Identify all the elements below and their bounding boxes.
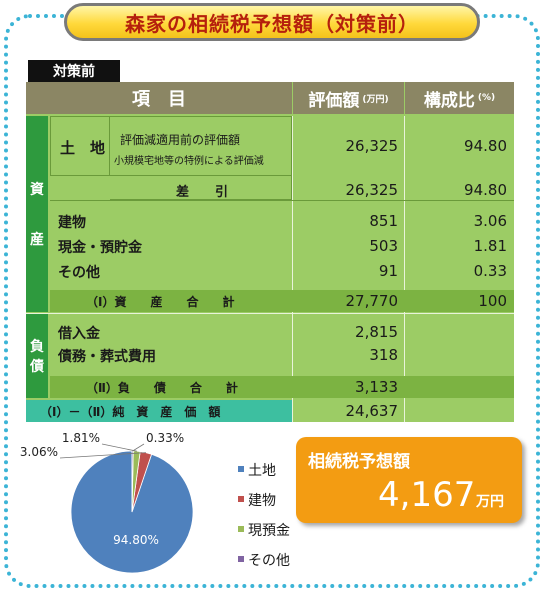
asset-row-label-other: その他 [58,265,100,281]
section-tag: 対策前 [28,60,120,82]
asset-total-row [50,290,514,312]
land-label-cell [50,116,110,176]
header-item-label: 項 目 [132,89,186,110]
land-diff-value: 26,325 [345,181,399,199]
header-ratio-unit: (%) [477,93,496,103]
legend-label-land: 土地 [248,463,276,479]
asset-row-ratio-building: 3.06 [473,212,507,230]
pie-leader-cash [101,443,137,452]
result-unit: 万円 [476,494,504,510]
header-value-unit: (万円) [362,94,389,105]
legend-swatch-building [238,496,244,502]
header-ratio: 構成比 (%) [405,82,514,114]
asset-row-value-other: 91 [378,262,398,280]
debt-total-value: 3,133 [355,378,398,396]
legend-label-cash: 現預金 [248,523,290,539]
assets-label: 資 産 [26,116,48,312]
net-label-cell [26,400,292,422]
debt-row-label-loan: 借入金 [58,326,100,342]
land-desc-1: 評価減適用前の評価額 [120,133,241,147]
assets-label-char-1: 資 [30,182,44,198]
debt-total-label: （Ⅱ）負 債 合 計 [86,381,238,395]
separator-line [26,313,514,314]
asset-total-label: （Ⅰ）資 産 合 計 [86,295,235,309]
pie-legend: 土地 建物 現預金 その他 [238,456,298,576]
pie-label-building: 3.06% [20,445,58,459]
result-label: 相続税予想額 [308,452,410,472]
header-value-label: 評価額 [308,90,360,111]
pie-leader-other [132,443,145,452]
asset-row-label-building: 建物 [58,215,86,231]
debt-row-label-funeral: 債務・葬式費用 [58,349,156,365]
asset-total-value: 27,770 [345,292,399,310]
land-label: 土 地 [60,139,106,157]
legend-swatch-other [238,556,244,562]
debts-label-char-1: 負 [30,339,44,355]
net-label: （Ⅰ）－（Ⅱ）純 資 産 価 額 [40,405,221,419]
legend-label-building: 建物 [248,493,276,509]
pie-label-other: 0.33% [146,431,184,445]
asset-total-ratio: 100 [478,292,507,310]
col-divider-2 [404,116,405,422]
debt-total-row [50,376,514,398]
result-box: 相続税予想額 4,167 万円 [296,437,522,523]
composition-pie-chart: 94.80% 3.06% 1.81% 0.33% [20,431,194,574]
asset-row-label-cash: 現金・預貯金 [58,240,142,256]
land-ratio: 94.80 [464,137,507,155]
asset-row-ratio-other: 0.33 [473,262,507,280]
debts-label: 負 債 [26,314,48,398]
land-diff-label: 差 引 [176,185,229,200]
separator-line [50,200,514,201]
land-desc-2: 小規模宅地等の特例による評価減 [114,156,264,167]
pie-label-land: 94.80% [113,533,159,547]
asset-row-value-cash: 503 [369,237,398,255]
header-item: 項 目 [26,82,292,114]
pie-leader-building [59,452,146,459]
debt-row-value-funeral: 318 [369,346,398,364]
legend-swatch-cash [238,526,244,532]
debts-label-char-2: 債 [30,359,44,375]
pie-label-cash: 1.81% [62,431,100,445]
header-value: 評価額 (万円) [293,82,404,114]
legend-label-other: その他 [248,553,290,569]
asset-row-value-building: 851 [369,212,398,230]
land-diff-cell [110,176,292,200]
land-value: 26,325 [345,137,399,155]
legend-swatch-land [238,466,244,472]
land-desc-cell [110,116,292,176]
header-ratio-label: 構成比 [423,90,475,111]
land-diff-ratio: 94.80 [464,181,507,199]
result-value: 4,167 [378,475,476,515]
col-divider-1 [292,116,293,422]
page-title: 森家の相続税予想額（対策前） [64,3,480,41]
table-body-bg [26,82,514,422]
net-value: 24,637 [345,402,399,420]
assets-label-char-2: 産 [30,232,44,248]
debt-row-value-loan: 2,815 [355,323,398,341]
asset-row-ratio-cash: 1.81 [473,237,507,255]
